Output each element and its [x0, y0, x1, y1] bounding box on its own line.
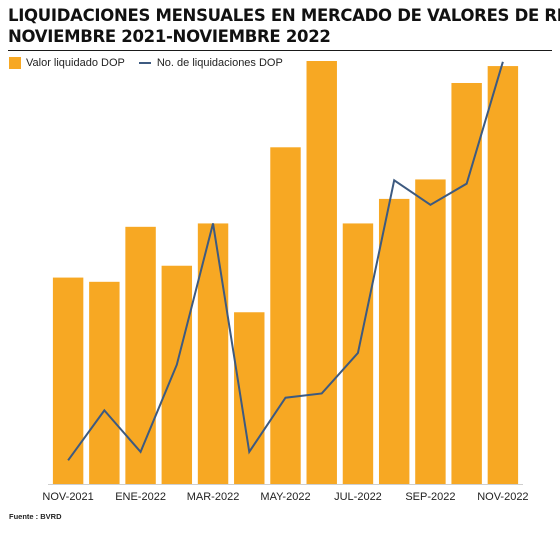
bar-nov-2021 — [52, 277, 84, 484]
bar-ene-2022 — [125, 226, 156, 485]
source-note: Fuente : BVRD — [9, 512, 62, 521]
bar-sep-2022 — [415, 179, 446, 484]
x-tick-label-mar-2022: MAR-2022 — [187, 491, 240, 503]
bar-jun-2022 — [306, 61, 337, 484]
x-tick-label-ene-2022: ENE-2022 — [115, 491, 166, 503]
chart-subtitle: NOVIEMBRE 2021-NOVIEMBRE 2022 — [8, 27, 331, 46]
x-tick-label-nov-2021: NOV-2021 — [42, 491, 93, 503]
x-tick-label-sep-2022: SEP-2022 — [405, 491, 455, 503]
chart-title-line1: LIQUIDACIONES MENSUALES EN MERCADO DE VA… — [8, 6, 560, 25]
bar-feb-2022 — [161, 265, 193, 484]
legend-label-line: No. de liquidaciones DOP — [156, 57, 283, 69]
bar-dic-2021 — [89, 281, 120, 484]
legend-swatch-line — [138, 62, 151, 64]
bar-abr-2022 — [234, 312, 265, 484]
legend-label-bars: Valor liquidado DOP — [26, 57, 125, 69]
x-tick-label-jul-2022: JUL-2022 — [334, 491, 382, 503]
bar-may-2022 — [270, 147, 301, 485]
title-divider — [8, 50, 552, 51]
bar-oct-2022 — [451, 82, 482, 484]
bar-nov-2022 — [487, 66, 519, 485]
x-tick-label-nov-2022: NOV-2022 — [477, 491, 528, 503]
chart-title: LIQUIDACIONES MENSUALES EN MERCADO DE VA… — [8, 5, 560, 47]
legend: Valor liquidado DOP No. de liquidaciones… — [9, 56, 297, 70]
x-tick-label-may-2022: MAY-2022 — [260, 491, 310, 503]
legend-item-bars: Valor liquidado DOP — [9, 57, 125, 69]
legend-item-line: No. de liquidaciones DOP — [138, 57, 283, 69]
bar-ago-2022 — [378, 198, 410, 484]
legend-swatch-bar — [9, 57, 21, 69]
